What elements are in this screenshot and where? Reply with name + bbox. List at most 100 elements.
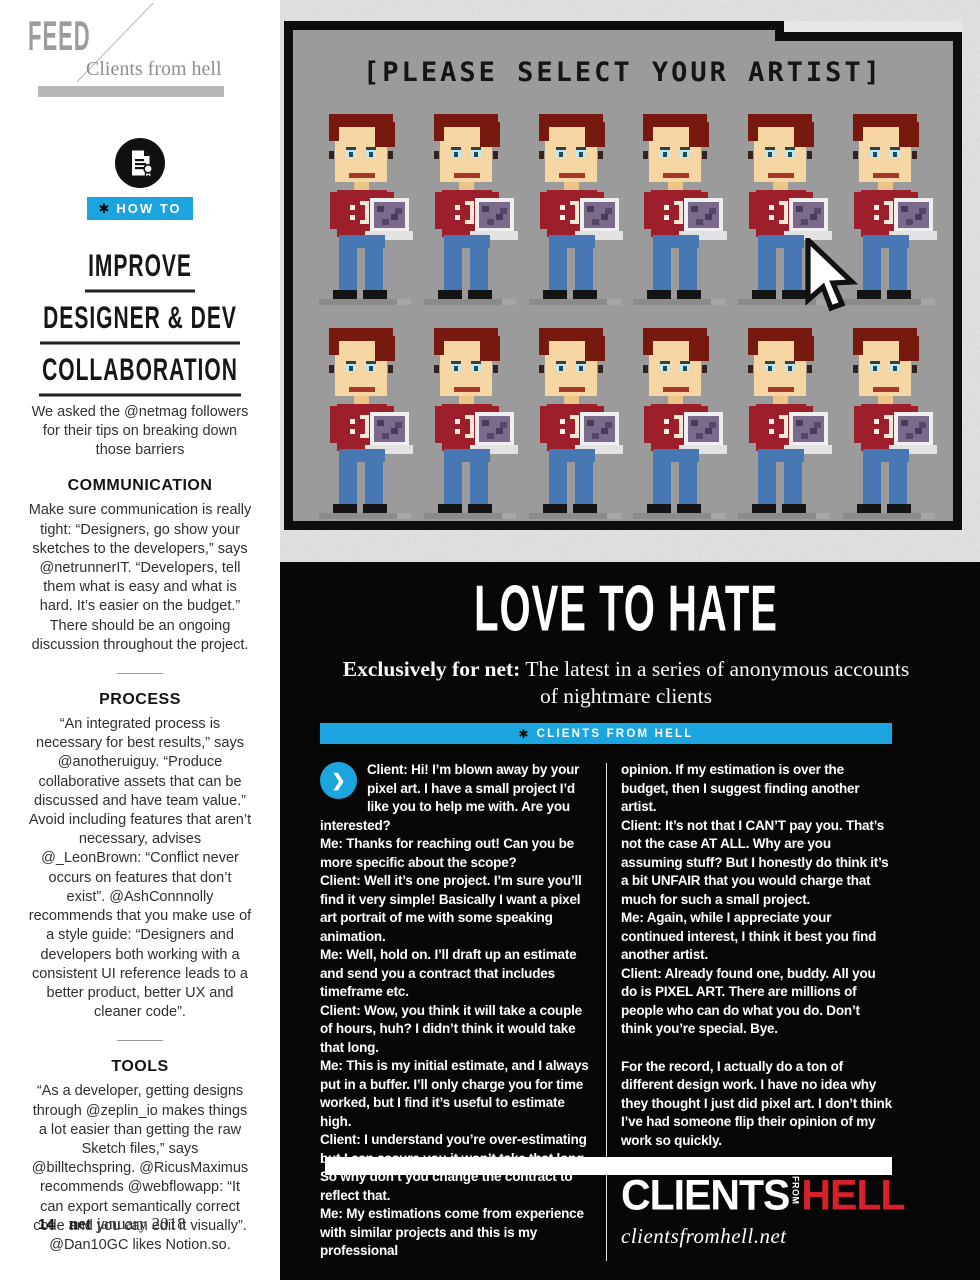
artist-arm	[644, 406, 655, 443]
pull-quote-bar	[325, 1157, 892, 1175]
artist-arm	[749, 406, 760, 443]
artist-shoe	[856, 290, 881, 299]
article-intro: We asked the @netmag followers for their…	[31, 404, 249, 459]
artist-eye	[680, 147, 691, 158]
artist-neck	[563, 182, 579, 191]
artist-mouth	[663, 173, 690, 178]
artist-mouth	[872, 173, 899, 178]
artist-row	[313, 328, 937, 520]
artist-jeans	[679, 461, 698, 505]
issue-date: january 2018	[96, 1214, 186, 1233]
artist-mouth	[558, 173, 585, 178]
artist-eye	[470, 361, 481, 372]
artist-neck	[354, 396, 369, 405]
artist-arm	[434, 406, 445, 443]
artist-mouth	[349, 387, 375, 392]
frame-step	[775, 32, 962, 41]
chat-turn: Client: It’s not that I CAN’T pay you. T…	[621, 817, 889, 907]
sweater-design	[664, 205, 670, 210]
artist-arm	[853, 192, 864, 229]
artist-shadow	[633, 513, 712, 519]
clients-from-hell-badge-label: CLIENTS FROM HELL	[536, 727, 694, 740]
laptop-screen-art	[478, 416, 510, 442]
artist-eye	[889, 147, 900, 158]
story-column-left: ❯ Client: Hi! I’m blown away by your pix…	[320, 761, 592, 1261]
artist-jeans	[758, 235, 805, 248]
pixel-artist	[523, 328, 623, 520]
laptop-base	[365, 445, 413, 454]
artist-jeans	[784, 247, 803, 291]
sweater-design	[559, 205, 565, 210]
pixel-artist	[313, 114, 413, 306]
section-divider	[117, 1040, 163, 1042]
laptop-screen-art	[897, 202, 929, 228]
artist-shadow	[423, 513, 502, 519]
sweater-design	[873, 419, 879, 424]
laptop-screen-art	[374, 202, 405, 228]
artist-shoe	[782, 504, 807, 513]
artist-jeans	[443, 235, 490, 248]
article-title-row: DESIGNER & DEV	[0, 290, 280, 345]
artist-jeans	[574, 247, 593, 291]
artist-eye	[785, 147, 796, 158]
sweater-design	[454, 205, 460, 210]
artist-mouth	[349, 173, 375, 178]
chat-turn: Client: Already found one, buddy. All yo…	[621, 965, 876, 1037]
artist-ear	[388, 365, 393, 373]
artist-hair	[375, 122, 395, 147]
sweater-design	[569, 415, 579, 438]
artist-hair	[538, 124, 549, 141]
artist-hair	[689, 122, 710, 147]
artist-eye	[869, 147, 880, 158]
chat-turn: Me: Thanks for reaching out! Can you be …	[320, 836, 574, 870]
laptop-screen-art	[478, 202, 510, 228]
artist-ear	[911, 365, 917, 373]
artist-jeans	[758, 247, 777, 291]
artist-mouth	[558, 387, 585, 392]
artist-eye	[450, 147, 461, 158]
pixel-artist	[732, 328, 833, 520]
laptop-screen-art	[793, 202, 825, 228]
artist-hair	[643, 338, 654, 355]
artist-hair	[433, 338, 444, 355]
sweater-design	[350, 419, 355, 424]
artist-arm	[539, 406, 550, 443]
artist-neck	[668, 396, 684, 405]
artist-shoe	[437, 504, 462, 513]
artist-hair	[852, 338, 863, 355]
artist-hair	[852, 124, 863, 141]
standfirst-rest: The latest in a series of anonymous acco…	[520, 657, 910, 708]
artist-hair	[748, 338, 759, 355]
artist-ear	[329, 151, 334, 159]
asterisk-icon: ✱	[518, 726, 529, 741]
artist-shoe	[333, 504, 357, 513]
artist-neck	[458, 396, 474, 405]
artist-ear	[643, 151, 649, 159]
artist-hair	[689, 336, 710, 361]
artist-shoe	[752, 290, 777, 299]
laptop-screen-art	[583, 202, 615, 228]
artist-jeans	[339, 461, 357, 505]
how-to-badge-label: HOW TO	[116, 201, 182, 216]
artist-row	[313, 114, 937, 306]
artist-jeans	[548, 247, 567, 291]
standfirst-bold: Exclusively for net:	[342, 657, 521, 681]
artist-ear	[538, 365, 544, 373]
pixel-artist	[418, 114, 518, 306]
artist-eye	[680, 361, 691, 372]
pixel-artist	[837, 114, 937, 306]
artist-jeans	[862, 235, 909, 248]
chat-turn: Me: This is my initial estimate, and I a…	[320, 1058, 589, 1129]
laptop-screen-art	[688, 416, 720, 442]
artist-shoe	[782, 290, 807, 299]
laptop-base	[784, 231, 833, 240]
laptop-base	[784, 445, 833, 454]
artist-hair	[584, 122, 605, 147]
artist-arm	[330, 406, 340, 443]
artist-neck	[773, 182, 789, 191]
artist-ear	[597, 151, 603, 159]
section-heading: COMMUNICATION	[67, 477, 213, 495]
artist-jeans	[862, 449, 909, 462]
artist-shoe	[647, 504, 672, 513]
